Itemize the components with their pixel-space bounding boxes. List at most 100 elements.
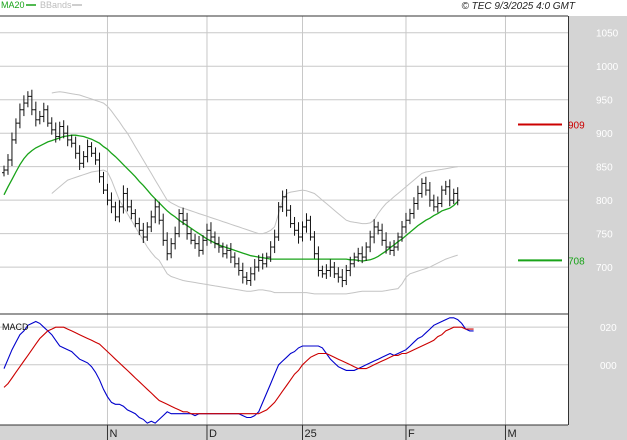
price-bar bbox=[419, 178, 424, 198]
price-bar bbox=[113, 201, 118, 222]
price-bar bbox=[288, 205, 293, 228]
price-bar bbox=[13, 118, 18, 144]
time-tick-label: N bbox=[109, 428, 117, 440]
price-bar bbox=[117, 200, 122, 223]
price-bar bbox=[392, 240, 397, 257]
price-bar bbox=[224, 244, 229, 259]
macd-tick-label: 020 bbox=[600, 323, 617, 334]
price-tick-label: 1000 bbox=[596, 62, 619, 73]
price-bar bbox=[157, 201, 162, 225]
price-bar bbox=[276, 202, 281, 241]
price-bar bbox=[169, 238, 174, 259]
price-tick-label: 1050 bbox=[596, 29, 619, 40]
price-bar bbox=[25, 91, 30, 108]
price-bar bbox=[177, 209, 182, 238]
price-bar bbox=[455, 187, 460, 206]
price-bar bbox=[17, 103, 22, 129]
price-bar bbox=[193, 234, 198, 249]
macd-tick-label: 000 bbox=[600, 361, 617, 372]
price-bar bbox=[153, 199, 158, 224]
price-bar bbox=[360, 246, 365, 264]
bband-upper-line bbox=[51, 91, 458, 235]
price-bar bbox=[431, 194, 436, 212]
price-bar bbox=[220, 242, 225, 258]
time-tick-label: D bbox=[209, 428, 217, 440]
price-axis-band bbox=[568, 16, 627, 425]
time-tick-label: F bbox=[408, 428, 415, 440]
price-bar bbox=[125, 187, 130, 212]
price-bar bbox=[69, 134, 74, 148]
price-bar bbox=[292, 216, 297, 236]
price-bar bbox=[447, 179, 452, 207]
price-bar bbox=[129, 199, 134, 220]
price-bar bbox=[352, 252, 357, 268]
price-bar bbox=[364, 242, 369, 261]
price-bar bbox=[145, 222, 150, 241]
price-bar bbox=[332, 261, 337, 279]
price-bar bbox=[81, 151, 86, 168]
legend-ma20-label: MA20 bbox=[1, 0, 25, 10]
price-bar bbox=[348, 256, 353, 277]
price-bar bbox=[133, 209, 138, 228]
price-bar bbox=[73, 136, 78, 159]
bband-lower-line bbox=[51, 169, 458, 295]
price-bar bbox=[284, 189, 289, 217]
price-bar bbox=[312, 231, 317, 259]
price-tick-label: 950 bbox=[596, 96, 613, 107]
price-bar bbox=[328, 259, 333, 277]
price-bar bbox=[372, 219, 377, 244]
price-bar bbox=[415, 185, 420, 210]
price-bar bbox=[384, 232, 389, 254]
price-bar bbox=[280, 190, 285, 212]
legend-bbands-label: BBands bbox=[40, 0, 72, 10]
price-bar bbox=[109, 192, 114, 214]
price-bar bbox=[228, 243, 233, 264]
price-bar bbox=[427, 182, 432, 207]
price-bar bbox=[340, 269, 345, 288]
price-bar bbox=[423, 176, 428, 196]
price-tick-label: 900 bbox=[596, 129, 613, 140]
price-tick-label: 850 bbox=[596, 163, 613, 174]
price-bar bbox=[439, 185, 444, 208]
price-bar bbox=[149, 210, 154, 233]
price-bar bbox=[296, 222, 301, 244]
price-bar bbox=[97, 152, 102, 183]
price-bar bbox=[240, 262, 245, 284]
price-bar bbox=[380, 223, 385, 246]
price-bar bbox=[435, 196, 440, 213]
price-bar bbox=[388, 241, 393, 255]
price-bar bbox=[407, 208, 412, 225]
price-bar bbox=[376, 221, 381, 235]
price-bar bbox=[324, 264, 329, 279]
price-bar bbox=[121, 185, 126, 214]
price-bar bbox=[411, 197, 416, 219]
price-bar bbox=[57, 121, 62, 141]
price-bar bbox=[41, 102, 46, 123]
price-bar bbox=[260, 253, 265, 270]
price-bar bbox=[37, 110, 42, 125]
time-axis-band bbox=[0, 425, 627, 440]
price-bar bbox=[185, 212, 190, 240]
price-bar bbox=[252, 259, 257, 281]
time-axis-labels: N D 25 F M bbox=[106, 425, 517, 440]
price-bar bbox=[216, 236, 221, 253]
price-bar bbox=[256, 254, 261, 272]
price-bar bbox=[89, 142, 94, 157]
macd-axis-labels: 000 020 bbox=[600, 323, 617, 372]
price-bar bbox=[141, 222, 146, 244]
price-bar bbox=[33, 101, 38, 127]
macd-gridlines bbox=[0, 326, 568, 366]
price-bar bbox=[400, 221, 404, 242]
copyright-stamp: © TEC 9/3/2025 4:0 GMT bbox=[461, 1, 575, 12]
price-bar bbox=[368, 230, 373, 253]
price-tick-label: 700 bbox=[596, 263, 613, 274]
price-bar bbox=[85, 139, 90, 163]
price-bar bbox=[197, 235, 202, 257]
price-bar bbox=[208, 222, 213, 244]
price-bar bbox=[308, 215, 313, 241]
price-bar bbox=[189, 228, 194, 245]
price-bar bbox=[272, 229, 277, 254]
price-bar bbox=[204, 223, 209, 246]
